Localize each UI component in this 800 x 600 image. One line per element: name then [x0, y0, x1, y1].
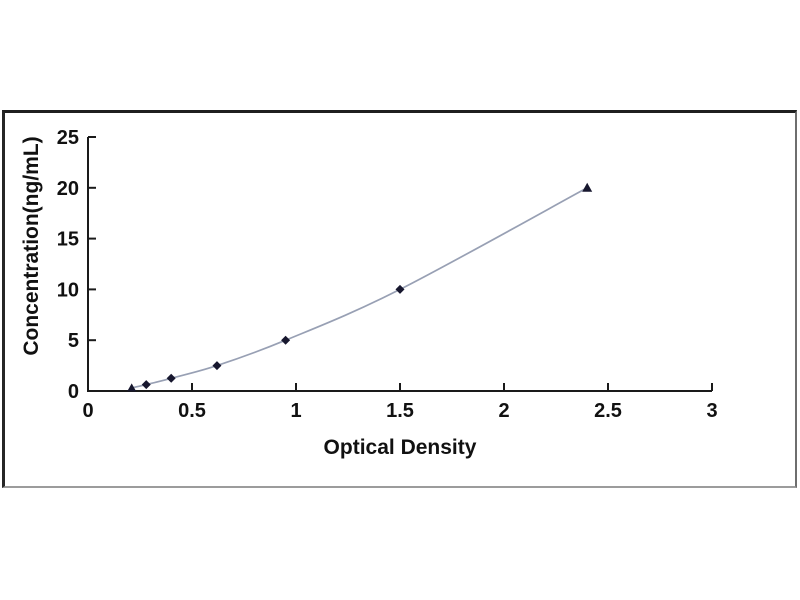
x-tick-label: 0.5: [178, 400, 206, 422]
data-point-marker: [127, 383, 137, 392]
x-tick-label: 1.5: [386, 400, 414, 422]
data-point-marker: [212, 361, 222, 371]
standard-curve-line: [131, 187, 588, 389]
x-tick-label: 1: [290, 400, 301, 422]
data-point-marker: [582, 182, 593, 192]
x-tick-label: 2.5: [594, 400, 622, 422]
y-tick-label: 5: [68, 330, 79, 352]
y-axis-title: Concentration(ng/mL): [20, 136, 43, 355]
x-tick-label: 0: [82, 400, 93, 422]
data-point-marker: [281, 335, 291, 345]
chart-frame: 0 0.5 1 1.5 2 2.5 3 0 5 10 15 20 25 Optical Density …: [2, 110, 797, 488]
x-axis-title: Optical Density: [324, 436, 477, 459]
data-point-marker: [141, 380, 151, 390]
y-tick-label: 25: [57, 127, 79, 149]
y-tick-label: 20: [57, 178, 79, 200]
y-tick-label: 15: [57, 229, 79, 251]
data-point-marker: [395, 284, 405, 294]
x-tick-label: 2: [498, 400, 509, 422]
y-tick-label: 0: [68, 381, 79, 403]
plot-layer: 0 0.5 1 1.5 2 2.5 3 0 5 10 15 20 25: [57, 127, 718, 422]
y-tick-label: 10: [57, 279, 79, 301]
x-tick-label: 3: [706, 400, 717, 422]
data-point-marker: [166, 373, 176, 383]
